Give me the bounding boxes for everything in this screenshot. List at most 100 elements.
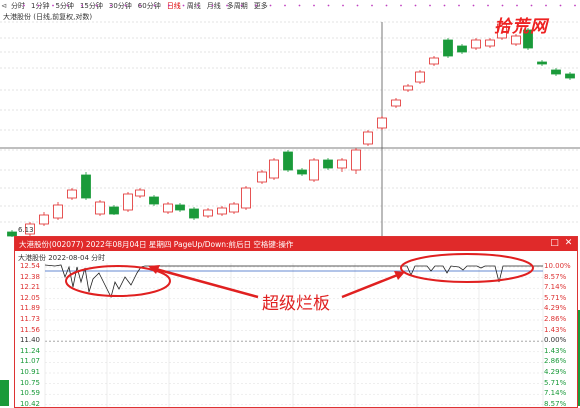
marker-dot: [530, 4, 533, 7]
candle-body: [7, 231, 17, 237]
marker-dot: [327, 4, 330, 7]
marker-dot: [124, 4, 127, 7]
candle-body: [523, 29, 533, 49]
marker-dot: [574, 4, 576, 7]
candle-body: [337, 159, 347, 169]
price-axis-label: 10.59: [19, 389, 40, 398]
marker-dot: [211, 4, 214, 7]
marker-dot: [559, 4, 562, 7]
price-axis-label: 11.40: [19, 336, 40, 345]
marker-dot: [269, 4, 272, 7]
candle-body: [135, 189, 145, 197]
candle-body: [257, 171, 267, 183]
marker-dot: [240, 4, 243, 7]
marker-dot: [356, 4, 359, 7]
marker-dot: [298, 4, 301, 7]
price-axis-label: 11.73: [19, 315, 40, 323]
tab-period[interactable]: 30分钟: [108, 1, 132, 10]
tab-period[interactable]: 月线: [206, 1, 221, 10]
marker-dot: [197, 4, 199, 7]
candle-body: [67, 189, 77, 199]
marker-dot: [153, 4, 156, 7]
tab-more[interactable]: 更多: [253, 1, 268, 10]
collapse-icon[interactable]: ⊲: [1, 1, 7, 10]
marker-dot: [95, 4, 98, 7]
candle-body: [109, 206, 119, 215]
candle-body: [391, 99, 401, 107]
tab-period[interactable]: 15分钟: [79, 1, 103, 10]
annotation-text: 超级烂板: [262, 294, 330, 314]
marker-dot: [81, 4, 83, 7]
candle-body: [283, 151, 293, 171]
chart-stock-label: 大港股份 (日线,前复权,对数): [3, 13, 93, 21]
restore-icon[interactable]: □: [550, 238, 559, 248]
candle-body: [163, 203, 173, 213]
candle-body: [485, 39, 495, 47]
candle-body: [565, 73, 575, 79]
marker-dot: [458, 4, 460, 7]
price-axis-label: 10.91: [19, 368, 40, 376]
percent-axis-label: 1.43%: [544, 325, 567, 334]
marker-dot: [255, 4, 257, 7]
tab-daily[interactable]: 日线: [166, 1, 181, 10]
candle-body: [123, 193, 133, 211]
close-icon[interactable]: ✕: [564, 238, 573, 248]
price-axis-label: 12.05: [19, 293, 40, 302]
price-axis-label: 12.54: [19, 262, 40, 270]
candle-body: [217, 207, 227, 215]
marker-dot: [545, 4, 547, 7]
marker-dot: [342, 4, 344, 7]
percent-axis-label: 2.86%: [544, 315, 567, 323]
percent-axis-label: 10.00%: [544, 262, 571, 270]
marker-dot: [429, 4, 431, 7]
marker-dot: [313, 4, 315, 7]
marker-dot: [414, 4, 417, 7]
price-axis-label: 12.21: [19, 283, 40, 292]
percent-axis-label: 8.57%: [544, 399, 567, 408]
percent-axis-label: 7.14%: [544, 283, 567, 292]
percent-axis-label: 4.29%: [544, 368, 567, 376]
candle-body: [175, 204, 185, 211]
tab-period[interactable]: 60分钟: [137, 1, 161, 10]
candle-body: [269, 159, 279, 179]
popup-title-bar[interactable]: 大港股份(002077) 2022年08月04日 星期四 PageUp/Down…: [15, 237, 577, 251]
marker-dot: [52, 4, 54, 7]
marker-dot: [110, 4, 112, 7]
candle-body: [537, 61, 547, 65]
marker-dot: [385, 4, 388, 7]
tab-period[interactable]: 分时: [11, 1, 25, 10]
candle-body: [429, 57, 439, 65]
tab-period[interactable]: 5分钟: [55, 1, 74, 10]
candle-body: [203, 209, 213, 217]
tab-period[interactable]: 周线: [186, 1, 201, 10]
price-axis-label: 10.42: [19, 399, 40, 408]
candle-body: [189, 208, 199, 219]
candle-body: [497, 23, 507, 39]
candle-body: [229, 203, 239, 213]
candle-body: [309, 159, 319, 181]
percent-axis-label: 1.43%: [544, 346, 567, 355]
marker-dot: [168, 4, 170, 7]
popup-title: 大港股份(002077) 2022年08月04日 星期四 PageUp/Down…: [19, 239, 294, 249]
price-axis-label: 10.75: [19, 378, 40, 387]
watermark-logo: 拾荒网: [494, 17, 548, 37]
candle-body: [241, 187, 251, 209]
intraday-sub-label: 大港股份 2022-08-04 分时: [18, 254, 106, 262]
marker-dot: [66, 4, 69, 7]
candle-body: [149, 196, 159, 205]
marker-dot: [443, 4, 446, 7]
percent-axis-label: 7.14%: [544, 389, 567, 398]
tab-period[interactable]: 多周期: [226, 1, 248, 10]
candle-body: [415, 71, 425, 83]
candle-body: [297, 169, 307, 175]
candle-body: [443, 39, 453, 57]
candle-body: [351, 149, 361, 171]
period-toolbar: ⊲ 分时 1分钟 5分钟 15分钟 30分钟 60分钟 日线 周线 月线 多周期…: [0, 0, 580, 11]
price-axis-label: 11.24: [19, 346, 40, 355]
price-axis-label: 12.38: [19, 272, 40, 281]
percent-axis-label: 5.71%: [544, 378, 567, 387]
candle-body: [511, 35, 521, 45]
percent-axis-label: 2.86%: [544, 357, 567, 366]
tab-period[interactable]: 1分钟: [31, 1, 50, 10]
